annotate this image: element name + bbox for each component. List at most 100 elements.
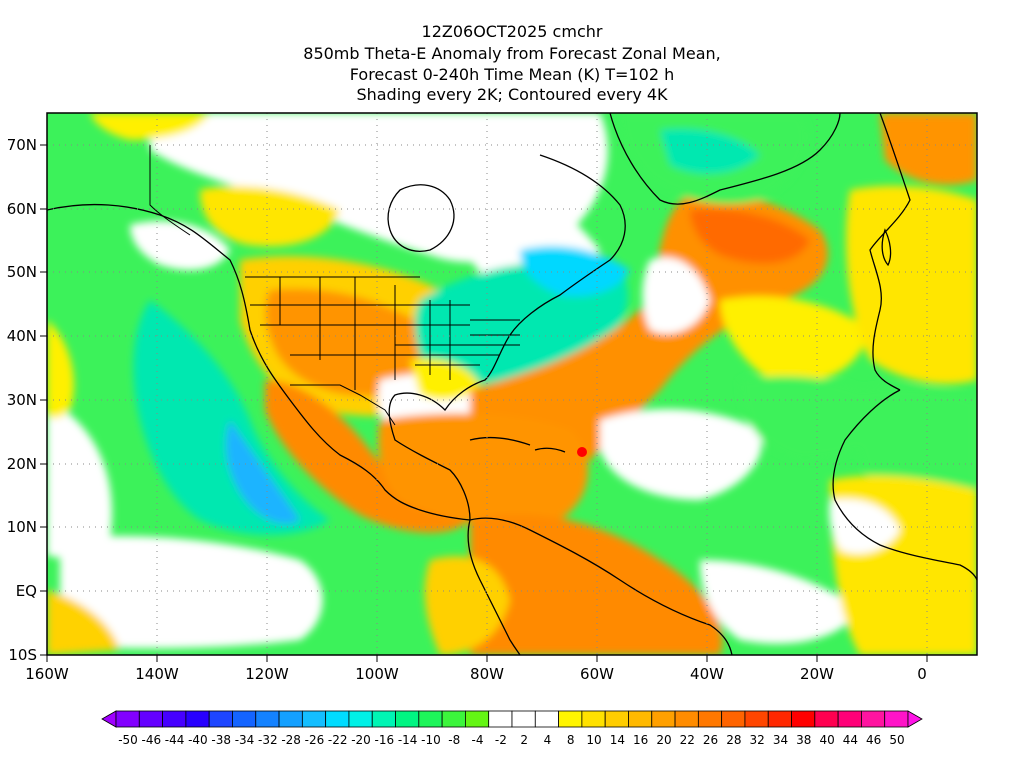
colorbar-swatch bbox=[721, 710, 746, 728]
title-line-1: 12Z06OCT2025 cmchr bbox=[421, 22, 603, 41]
colorbar-swatch bbox=[115, 710, 140, 728]
shading-us-orange bbox=[265, 288, 433, 396]
shading-pacific-yellow-south bbox=[47, 590, 120, 655]
shading-atlantic-plume bbox=[470, 193, 828, 473]
lon-tick-label: 80W bbox=[470, 665, 504, 683]
colorbar-label: -10 bbox=[421, 733, 441, 747]
coast-hudson-bay bbox=[387, 184, 455, 252]
colorbar-swatch bbox=[744, 710, 769, 728]
colorbar-label: 4 bbox=[544, 733, 552, 747]
colorbar-swatch bbox=[301, 710, 327, 728]
colorbar-swatch bbox=[208, 710, 233, 728]
colorbar-swatch bbox=[418, 710, 443, 728]
lon-tick-label: 20W bbox=[800, 665, 834, 683]
shading-subtropical-white bbox=[600, 409, 762, 500]
coast-africa bbox=[832, 389, 977, 581]
colorbar-swatch bbox=[232, 710, 257, 728]
colorbar-swatch bbox=[651, 710, 676, 728]
colorbar-swatch bbox=[581, 710, 606, 728]
colorbar-swatch bbox=[767, 710, 792, 728]
border-us-mexico bbox=[290, 384, 396, 426]
colorbar-swatch bbox=[628, 710, 653, 728]
coast-uk bbox=[881, 228, 892, 267]
lon-tick-label: 160W bbox=[25, 665, 69, 683]
lat-tick-label: 70N bbox=[7, 136, 37, 154]
shading-atlantic-plume-core bbox=[690, 208, 810, 264]
shading-south-america-orange bbox=[470, 514, 723, 655]
colorbar-swatch bbox=[791, 710, 816, 728]
colorbar-label: -26 bbox=[305, 733, 325, 747]
colorbar-label: -14 bbox=[398, 733, 418, 747]
colorbar-label: 22 bbox=[680, 733, 695, 747]
colorbar-label: 34 bbox=[773, 733, 788, 747]
lat-tick-label: 50N bbox=[7, 263, 37, 281]
colorbar-swatch bbox=[138, 710, 163, 728]
lat-tick-label: 10S bbox=[8, 646, 37, 664]
colorbar-label: -4 bbox=[472, 733, 484, 747]
map-frame bbox=[46, 112, 978, 656]
shading-subtropical-yellow bbox=[720, 296, 870, 383]
lon-tick-label: 60W bbox=[580, 665, 614, 683]
colorbar-swatch bbox=[465, 710, 490, 728]
colorbar-swatch bbox=[348, 710, 373, 728]
map-shading bbox=[47, 113, 977, 655]
colorbar-label: -34 bbox=[235, 733, 255, 747]
colorbar-label: -2 bbox=[495, 733, 507, 747]
colorbar-label: -28 bbox=[281, 733, 301, 747]
shading-storm-core bbox=[577, 447, 587, 457]
border-alaska bbox=[149, 145, 191, 236]
shading-pacific-blue bbox=[225, 420, 300, 524]
colorbar-label: -46 bbox=[141, 733, 161, 747]
colorbar-swatch bbox=[604, 710, 629, 728]
colorbar-label: -20 bbox=[351, 733, 371, 747]
colorbar-label: -22 bbox=[328, 733, 348, 747]
colorbar-label: -40 bbox=[188, 733, 208, 747]
shading-africa-green bbox=[854, 385, 977, 504]
colorbar-swatch bbox=[697, 710, 723, 728]
colorbar-label: 38 bbox=[796, 733, 811, 747]
title-line-3: Forecast 0-240h Time Mean (K) T=102 h bbox=[349, 65, 675, 84]
map-gridlines bbox=[47, 113, 977, 655]
coast-north-america bbox=[47, 203, 471, 521]
shading-south-america-gold bbox=[424, 556, 510, 655]
colorbar-label: 8 bbox=[567, 733, 575, 747]
shading-europe-yellow bbox=[846, 185, 977, 384]
map-borders bbox=[149, 145, 520, 426]
colorbar-label: -38 bbox=[211, 733, 231, 747]
lat-tick-label: 10N bbox=[7, 518, 37, 536]
colorbar-arrow-left bbox=[101, 710, 117, 728]
colorbar-swatch bbox=[162, 710, 187, 728]
colorbar-swatch bbox=[395, 710, 420, 728]
shading-caribbean-orange bbox=[378, 413, 589, 524]
coast-gulf bbox=[388, 154, 626, 521]
colorbar-label: 32 bbox=[750, 733, 765, 747]
colorbar-arrow-right bbox=[907, 710, 923, 728]
coast-greenland bbox=[609, 113, 841, 205]
colorbar-label: 2 bbox=[520, 733, 528, 747]
colorbar-swatch bbox=[861, 710, 886, 728]
shading-pacific-white-south bbox=[60, 536, 323, 649]
colorbar: -50 -46 -44 -40 -38 -34 -32 -28 -26 -22 -20 -16 -14-… bbox=[101, 710, 923, 747]
shading-eq-atlantic-white bbox=[700, 560, 860, 644]
colorbar-swatch bbox=[884, 710, 909, 728]
colorbar-label: 44 bbox=[843, 733, 858, 747]
shading-africa-white bbox=[829, 498, 900, 554]
colorbar-label: 14 bbox=[610, 733, 625, 747]
lon-tick-label: 120W bbox=[245, 665, 289, 683]
shading-mexico-orange bbox=[265, 380, 470, 533]
colorbar-label: 46 bbox=[866, 733, 881, 747]
colorbar-label: -16 bbox=[375, 733, 395, 747]
colorbar-swatch bbox=[325, 710, 350, 728]
colorbar-swatch bbox=[441, 710, 466, 728]
colorbar-swatch bbox=[255, 710, 280, 728]
colorbar-label: -32 bbox=[258, 733, 278, 747]
shading-gulf-yellow bbox=[410, 358, 480, 401]
lon-tick-label: 100W bbox=[355, 665, 399, 683]
colorbar-swatch bbox=[488, 710, 513, 728]
lon-tick-label: 40W bbox=[690, 665, 724, 683]
shading-arctic-yellow bbox=[90, 113, 210, 140]
coast-south-america bbox=[469, 517, 733, 655]
shading-atlantic-cyan bbox=[520, 246, 630, 297]
colorbar-swatch bbox=[674, 710, 699, 728]
